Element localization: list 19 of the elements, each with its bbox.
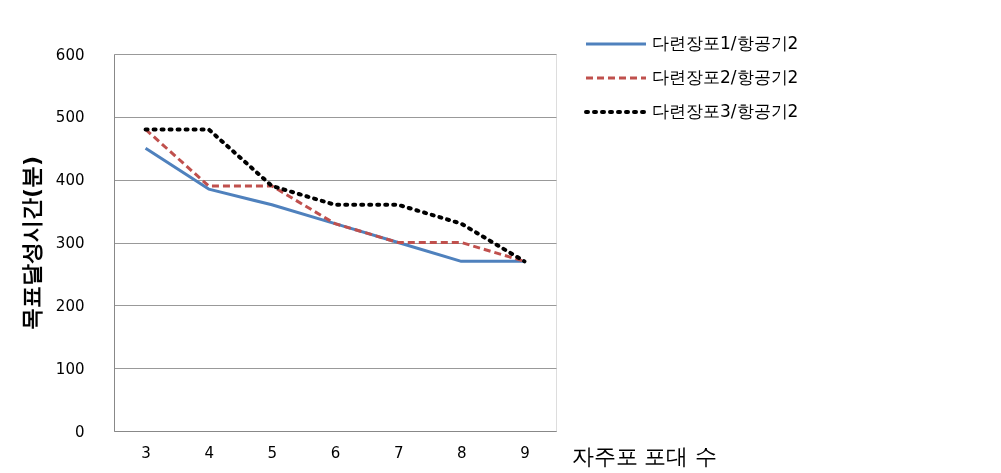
y-tick-label: 500 <box>55 108 85 127</box>
x-tick-label: 6 <box>330 443 341 462</box>
x-axis-title: 자주포 포대 수 <box>571 443 718 469</box>
y-tick-label: 400 <box>55 171 85 190</box>
x-tick-label: 8 <box>457 443 467 462</box>
x-tick-label: 3 <box>141 443 151 462</box>
x-tick-label: 9 <box>520 443 530 462</box>
legend-label: 다련장포3/항공기2 <box>652 101 799 121</box>
y-axis-title: 목표달성시간(분) <box>18 155 44 331</box>
x-tick-label: 7 <box>393 443 404 462</box>
y-tick-label: 100 <box>55 359 85 378</box>
legend-label: 다련장포1/항공기2 <box>652 33 799 53</box>
legend-label: 다련장포2/항공기2 <box>652 67 799 87</box>
x-tick-label: 5 <box>267 443 278 462</box>
y-tick-label: 300 <box>55 234 85 252</box>
y-tick-label: 0 <box>74 422 85 441</box>
x-tick-label: 4 <box>204 443 214 462</box>
y-tick-label: 200 <box>55 296 85 315</box>
y-tick-label: 600 <box>55 45 85 64</box>
